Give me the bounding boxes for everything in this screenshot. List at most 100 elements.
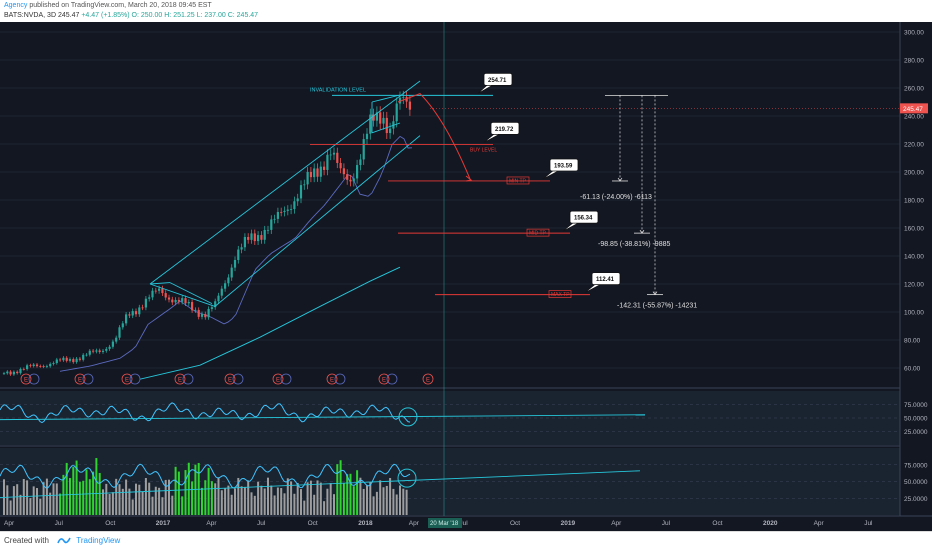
earnings-event-icon[interactable] bbox=[326, 373, 338, 385]
volume-bar bbox=[52, 483, 55, 515]
candle-body bbox=[303, 184, 306, 186]
dividend-event-icon[interactable] bbox=[334, 373, 346, 385]
earnings-event-icon[interactable] bbox=[20, 373, 32, 385]
symbol-label[interactable]: BATS:NVDA, 3D bbox=[4, 12, 56, 19]
dividend-event-icon[interactable] bbox=[129, 373, 141, 385]
candle-body bbox=[369, 114, 372, 134]
min-tp-tag-text: MIN TP bbox=[509, 178, 527, 184]
projection-arrow[interactable] bbox=[397, 93, 471, 180]
channel-lower-line[interactable] bbox=[214, 135, 421, 307]
candle-body bbox=[237, 249, 240, 260]
triangle-line[interactable] bbox=[169, 282, 213, 305]
min-tp-tag[interactable] bbox=[506, 176, 530, 185]
candle-body bbox=[9, 371, 12, 375]
dividend-event-icon[interactable] bbox=[82, 373, 94, 385]
triangle-top-line[interactable] bbox=[149, 282, 171, 285]
volume-bar bbox=[234, 488, 236, 515]
volume-indicator: 75.0000 50.0000 25.0000 bbox=[0, 458, 928, 515]
candle-body bbox=[115, 337, 118, 342]
dividend-event-icon[interactable] bbox=[232, 373, 244, 385]
tradingview-brand[interactable]: TradingView bbox=[76, 536, 121, 545]
volume-bar bbox=[82, 480, 85, 515]
dividend-event-icon[interactable] bbox=[28, 373, 40, 385]
earnings-event-icon[interactable] bbox=[272, 373, 284, 385]
time-tick-label: Jul bbox=[459, 520, 468, 527]
invalidation-price-callout[interactable] bbox=[483, 73, 513, 86]
volume-bar bbox=[9, 500, 12, 515]
wedge-bottom-line[interactable] bbox=[371, 122, 401, 134]
dividend-event-icon[interactable] bbox=[280, 373, 292, 385]
main-pane[interactable] bbox=[0, 22, 900, 386]
price-tick-label: 100.00 bbox=[904, 310, 924, 317]
candle-body bbox=[200, 314, 204, 317]
max-tp-price-callout[interactable] bbox=[591, 272, 621, 286]
channel-base-line[interactable] bbox=[149, 283, 216, 307]
candle-body bbox=[154, 290, 157, 292]
dividend-event-icon[interactable] bbox=[386, 373, 398, 385]
volume-bar bbox=[125, 479, 128, 515]
drawings[interactable] bbox=[149, 80, 668, 307]
time-axis[interactable]: Apr Jul Oct 2017 Apr Jul Oct 2018 Apr Jul Oct 2019 A… bbox=[4, 518, 873, 528]
chart-canvas[interactable]: INVALIDATION LEVEL 254.71 219.72 193.59 156.… bbox=[0, 22, 932, 531]
earnings-event-icon[interactable] bbox=[74, 373, 86, 385]
candle-body bbox=[121, 323, 124, 328]
channel-upper-line[interactable] bbox=[149, 80, 421, 285]
candle-body bbox=[250, 233, 253, 240]
mid-tp-price-callout[interactable] bbox=[569, 210, 599, 224]
volume-bar bbox=[108, 494, 111, 515]
candle-body bbox=[95, 350, 98, 352]
volume-bar bbox=[164, 479, 167, 515]
volume-bar bbox=[12, 486, 15, 515]
volume-tick-label: 50.0000 bbox=[904, 479, 928, 486]
volume-bar bbox=[257, 481, 260, 515]
volume-bar bbox=[214, 483, 217, 515]
candle-body bbox=[402, 97, 405, 98]
time-tick-label: Apr bbox=[611, 520, 622, 527]
earnings-event-icon[interactable] bbox=[224, 373, 236, 385]
volume-bar bbox=[102, 489, 104, 515]
candle-body bbox=[68, 359, 72, 361]
earnings-event-icon[interactable] bbox=[174, 373, 186, 385]
time-tick-label: Apr bbox=[814, 520, 825, 527]
volume-bar bbox=[168, 479, 170, 515]
measure-3-label: -142.31 (-55.87%) -14231 bbox=[617, 303, 697, 310]
time-tick-label: Jul bbox=[662, 520, 671, 527]
volume-bar bbox=[375, 491, 378, 515]
max-tp-tag[interactable] bbox=[548, 290, 572, 298]
volume-bar bbox=[39, 498, 42, 515]
dividend-event-icon[interactable] bbox=[182, 373, 194, 385]
candle-body bbox=[171, 299, 174, 303]
wedge-top-line[interactable] bbox=[371, 94, 401, 103]
time-tick-label: 2018 bbox=[358, 520, 373, 527]
entry-price-callout[interactable] bbox=[490, 121, 520, 135]
candle-body bbox=[32, 364, 35, 367]
candle-body bbox=[263, 229, 266, 240]
candle-body bbox=[352, 178, 355, 182]
volume-bar bbox=[290, 481, 293, 515]
earnings-event-icon[interactable] bbox=[422, 373, 434, 385]
min-tp-price-callout[interactable] bbox=[549, 158, 579, 172]
candle-body bbox=[2, 373, 6, 375]
volume-bar bbox=[88, 479, 91, 515]
time-tick-label: 2019 bbox=[561, 520, 576, 527]
earnings-event-icon[interactable] bbox=[121, 373, 133, 385]
candle-body bbox=[49, 363, 52, 367]
volume-bar bbox=[128, 488, 131, 515]
time-cursor-tag bbox=[428, 518, 462, 528]
earnings-event-icon[interactable] bbox=[378, 373, 390, 385]
mid-tp-tag[interactable] bbox=[526, 228, 550, 237]
time-tick-label: Apr bbox=[409, 520, 420, 527]
volume-bar bbox=[55, 483, 58, 515]
price-axis[interactable]: 300.00 280.00 260.00 240.00 220.00 200.00 180.… bbox=[900, 30, 928, 373]
candle-body bbox=[217, 295, 220, 302]
price-tick-label: 300.00 bbox=[904, 30, 924, 37]
earnings-event-label: E bbox=[24, 378, 28, 384]
volume-bar bbox=[135, 483, 137, 515]
candlesticks[interactable] bbox=[2, 90, 411, 376]
annotation-labels[interactable]: INVALIDATION LEVEL 254.71 219.72 193.59 156.… bbox=[310, 73, 697, 310]
candle-body bbox=[290, 209, 293, 210]
volume-bar bbox=[158, 487, 161, 515]
volume-bar bbox=[346, 474, 349, 515]
author-link[interactable]: Agency bbox=[4, 2, 28, 9]
